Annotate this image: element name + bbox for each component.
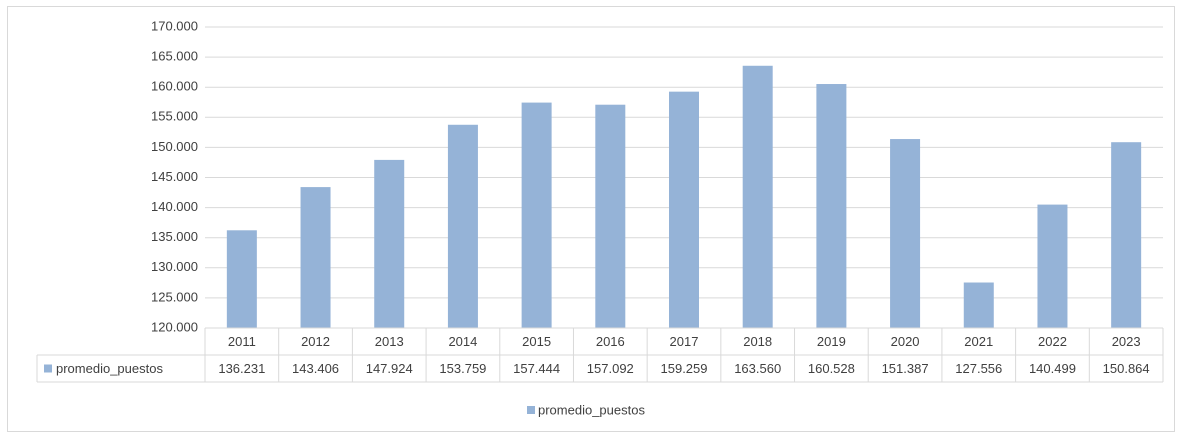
legend-key (527, 406, 535, 414)
bar (1037, 204, 1068, 328)
legend-label: promedio_puestos (538, 402, 645, 417)
bar (669, 91, 699, 328)
x-tick-label: 2012 (301, 334, 330, 349)
bar (890, 139, 921, 328)
bar (963, 282, 994, 328)
x-tick-label: 2011 (228, 334, 256, 349)
x-tick-label: 2016 (596, 334, 625, 349)
x-tick-label: 2022 (1038, 334, 1067, 349)
x-tick-label: 2023 (1112, 334, 1141, 349)
y-tick-label: 150.000 (151, 139, 198, 154)
bar (447, 124, 478, 329)
y-tick-label: 140.000 (151, 199, 198, 214)
table-value: 127.556 (955, 361, 1002, 376)
x-tick-label: 2017 (670, 334, 699, 349)
x-tick-label: 2014 (448, 334, 477, 349)
x-tick-label: 2015 (522, 334, 551, 349)
table-value: 160.528 (808, 361, 855, 376)
x-tick-label: 2021 (964, 334, 993, 349)
table-value: 159.259 (661, 361, 708, 376)
table-value: 153.759 (439, 361, 486, 376)
y-tick-label: 135.000 (151, 229, 198, 244)
bar (816, 84, 847, 328)
bar (226, 230, 257, 328)
x-tick-label: 2013 (375, 334, 404, 349)
table-value: 136.231 (218, 361, 265, 376)
table-value: 140.499 (1029, 361, 1076, 376)
bar (1111, 142, 1142, 328)
y-tick-label: 125.000 (151, 289, 198, 304)
table-value: 143.406 (292, 361, 339, 376)
table-value: 157.092 (587, 361, 634, 376)
table-value: 157.444 (513, 361, 560, 376)
x-tick-label: 2019 (817, 334, 846, 349)
x-tick-label: 2018 (743, 334, 772, 349)
y-tick-label: 145.000 (151, 169, 198, 184)
y-tick-label: 160.000 (151, 79, 198, 94)
y-tick-label: 170.000 (151, 18, 198, 33)
y-tick-label: 165.000 (151, 49, 198, 64)
table-series-name: promedio_puestos (56, 361, 163, 376)
bar (300, 187, 331, 328)
table-legend-key (44, 364, 52, 373)
bar (595, 104, 626, 328)
table-value: 150.864 (1103, 361, 1150, 376)
table-value: 147.924 (366, 361, 413, 376)
bar (742, 65, 773, 328)
table-value: 163.560 (734, 361, 781, 376)
y-tick-label: 120.000 (151, 319, 198, 334)
chart-border (7, 6, 1175, 432)
x-tick-label: 2020 (891, 334, 920, 349)
bar (374, 159, 405, 328)
y-tick-label: 130.000 (151, 259, 198, 274)
y-tick-label: 155.000 (151, 109, 198, 124)
bar (521, 102, 552, 328)
table-value: 151.387 (882, 361, 929, 376)
